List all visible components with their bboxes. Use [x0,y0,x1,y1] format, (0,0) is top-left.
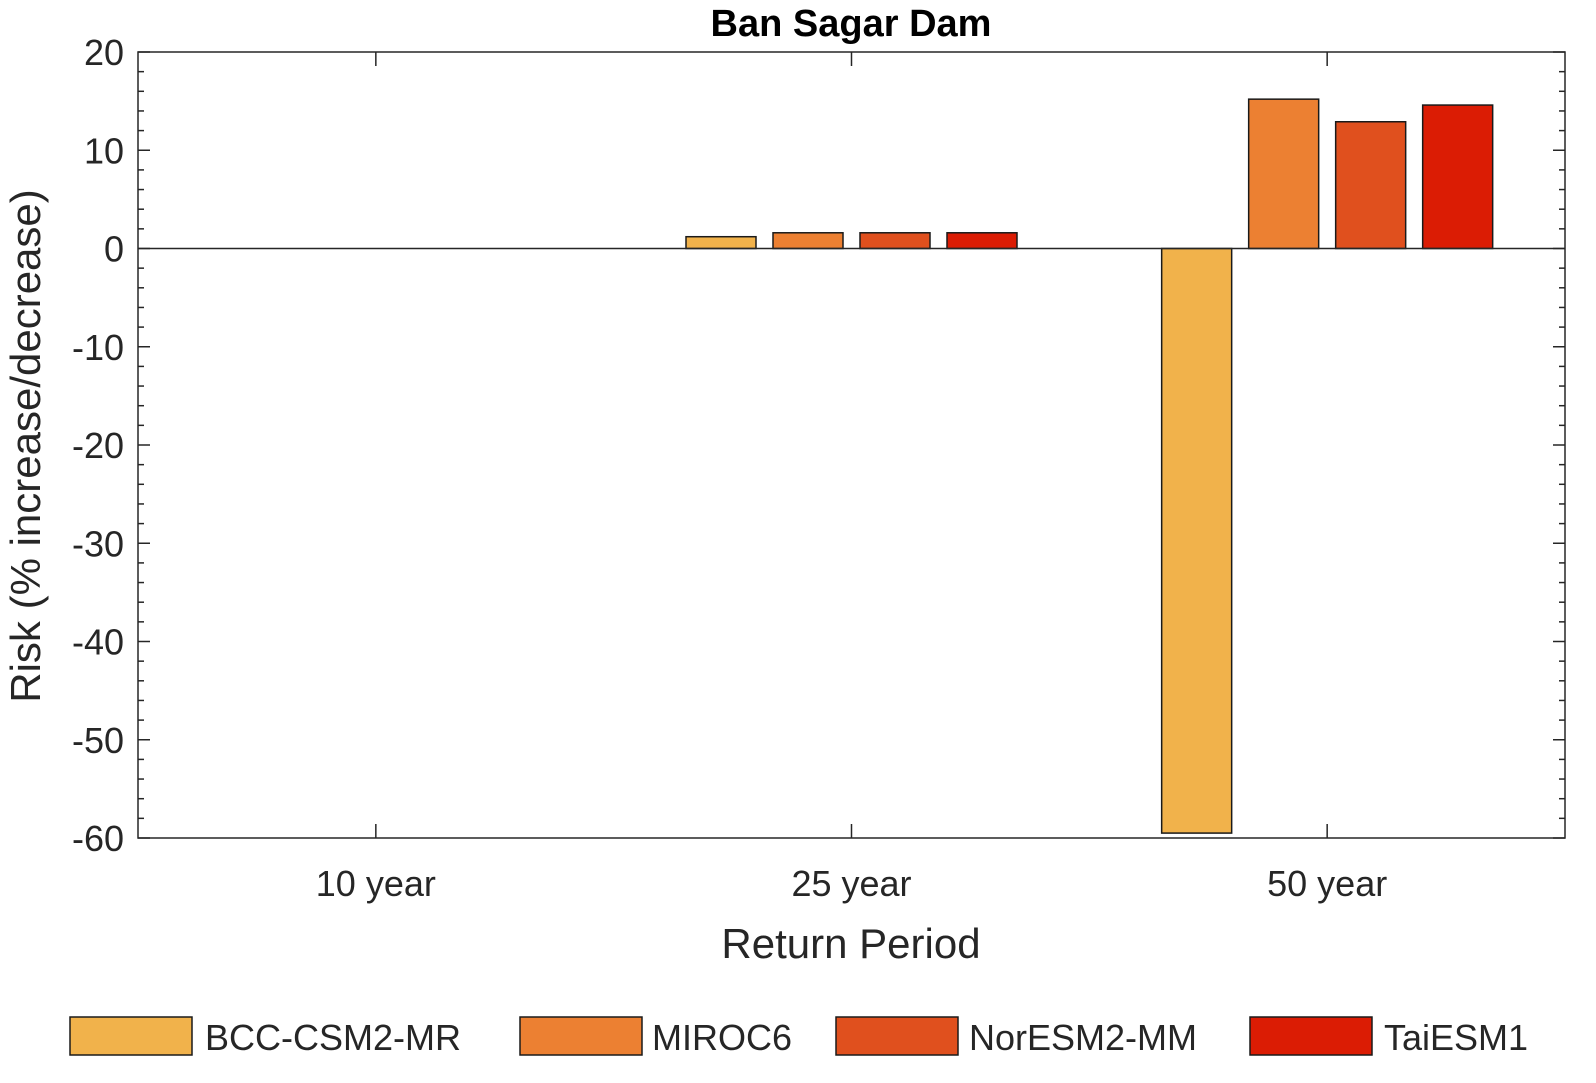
bar-bcc-csm2-mr-50-year [1160,247,1233,834]
legend: BCC-CSM2-MR MIROC6 NorESM2-MM TaiESM1 [69,1016,1528,1058]
legend-swatch [1249,1016,1373,1056]
x-axis-label: Return Period [721,920,980,967]
x-tick-label: 10 year [316,863,436,904]
bar-miroc6-25-year [772,232,844,250]
bar-bcc-csm2-mr-25-year [685,235,757,250]
y-tick-label: -10 [72,327,124,368]
y-axis-label: Risk (% increase/decrease) [2,189,49,703]
bar-taiesm1-50-year [1421,104,1494,250]
legend-label: NorESM2-MM [969,1017,1197,1058]
x-tick-label: 25 year [791,863,911,904]
plot-area: 20 10 0 -10 -20 -30 -40 -50 -60 10 year 25 year 50 … [72,32,1566,904]
legend-swatch [835,1016,959,1056]
legend-label: TaiESM1 [1384,1017,1528,1058]
legend-label: MIROC6 [652,1017,792,1058]
legend-swatch [69,1016,193,1056]
legend-label: BCC-CSM2-MR [205,1017,461,1058]
bar-taiesm1-25-year [946,232,1018,250]
y-tick-label: -20 [72,425,124,466]
y-tick-label: -50 [72,720,124,761]
y-tick-label: 10 [84,130,124,171]
y-tick-label: 0 [104,229,124,270]
chart-title: Ban Sagar Dam [711,3,992,45]
y-tick-label: -40 [72,622,124,663]
bar-miroc6-50-year [1247,98,1320,250]
x-tick-label: 50 year [1267,863,1387,904]
legend-swatch [519,1016,643,1056]
bar-noresm2-mm-50-year [1334,121,1407,250]
y-tick-label: 20 [84,32,124,73]
y-tick-label: -60 [72,818,124,859]
bar-noresm2-mm-25-year [859,232,931,250]
y-tick-label: -30 [72,523,124,564]
plot-frame [137,51,1566,839]
